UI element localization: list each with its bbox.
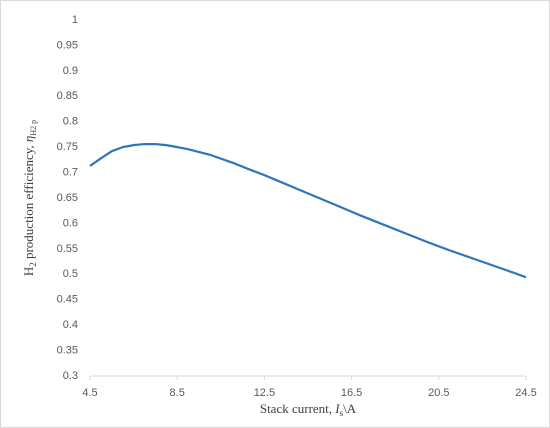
y-title-part: 2 <box>28 262 38 267</box>
y-tick-label: 1 <box>72 14 78 26</box>
y-tick-label: 0.55 <box>57 243 78 255</box>
y-tick-label: 0.75 <box>57 141 78 153</box>
y-tick-label: 0.5 <box>63 268 78 280</box>
x-tick-label: 20.5 <box>428 387 449 399</box>
x-title-part: I <box>334 401 340 416</box>
x-tick-label: 12.5 <box>254 387 275 399</box>
y-tick-label: 0.6 <box>63 217 78 229</box>
y-tick-label: 0.3 <box>63 370 78 382</box>
x-title-part: Stack current, <box>260 401 335 416</box>
x-tick-label: 8.5 <box>170 387 185 399</box>
y-tick-label: 0.65 <box>57 192 78 204</box>
y-tick-label: 0.45 <box>57 294 78 306</box>
y-tick-label: 0.95 <box>57 39 78 51</box>
y-tick-label: 0.9 <box>63 65 78 77</box>
y-title-part: H <box>21 267 36 276</box>
y-tick-label: 0.8 <box>63 116 78 128</box>
y-title-part: production efficiency, <box>21 142 36 262</box>
y-tick-label: 0.85 <box>57 90 78 102</box>
y-tick-label: 0.4 <box>63 319 78 331</box>
x-title-part: \A <box>343 401 357 416</box>
y-tick-label: 0.35 <box>57 344 78 356</box>
y-tick-label: 0.7 <box>63 166 78 178</box>
x-tick-label: 4.5 <box>82 387 97 399</box>
data-line <box>89 142 527 279</box>
x-tick-label: 16.5 <box>341 387 362 399</box>
x-axis-title: Stack current, Is\A <box>260 401 357 418</box>
y-title-part: H2 p <box>29 120 38 136</box>
x-tick-label: 24.5 <box>515 387 536 399</box>
y-title-part: η <box>21 136 36 142</box>
x-title-part: s <box>340 408 344 418</box>
y-axis-title: H2 production efficiency, ηH2 p <box>21 120 38 276</box>
